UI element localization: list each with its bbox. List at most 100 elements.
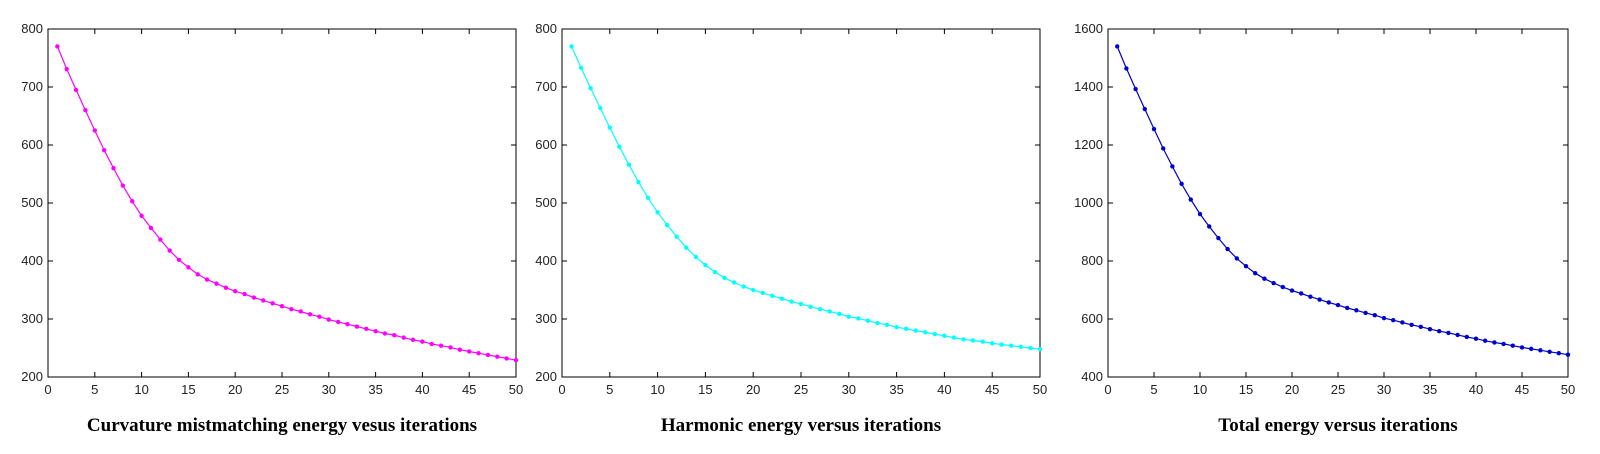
data-point [392, 333, 397, 338]
data-point [1317, 297, 1322, 302]
x-tick-label: 10 [134, 382, 148, 397]
y-tick-label: 500 [21, 195, 43, 210]
data-point [607, 125, 612, 130]
y-tick-label: 800 [21, 21, 43, 36]
data-point [1409, 322, 1414, 327]
data-point [1151, 126, 1157, 132]
data-point [289, 306, 294, 312]
data-point [1381, 315, 1387, 321]
data-point [1234, 256, 1240, 261]
data-point [476, 351, 481, 356]
data-point [1455, 332, 1460, 338]
data-point [513, 357, 519, 363]
data-point [195, 272, 200, 277]
data-point [817, 306, 823, 312]
data-point [354, 324, 360, 329]
chart-caption: Harmonic energy versus iterations [661, 415, 941, 436]
data-point [664, 222, 670, 228]
plot-frame [47, 28, 517, 378]
data-point [204, 277, 210, 282]
data-point [1538, 348, 1543, 353]
y-tick-label: 400 [1081, 369, 1103, 384]
data-point [703, 262, 708, 268]
data-point [148, 225, 154, 231]
data-point [1529, 346, 1534, 352]
data-point [1124, 66, 1129, 71]
data-point [617, 144, 622, 149]
x-tick-label: 30 [322, 382, 336, 397]
data-point [504, 356, 509, 361]
data-point [970, 338, 976, 343]
data-point [884, 322, 890, 327]
x-tick-label: 50 [1033, 382, 1047, 397]
x-tick-label: 30 [1377, 382, 1391, 397]
data-point [1547, 349, 1552, 354]
data-point [364, 326, 369, 332]
data-point [1271, 280, 1276, 286]
y-tick-label: 1000 [1074, 195, 1103, 210]
data-point [1437, 328, 1442, 334]
data-point [111, 166, 116, 171]
data-point [760, 290, 765, 296]
data-point [951, 335, 957, 340]
data-point [73, 87, 79, 93]
plot-frame [561, 28, 1041, 378]
data-point [214, 281, 219, 286]
data-point [1179, 181, 1184, 187]
data-point [674, 234, 679, 239]
x-tick-label: 20 [1285, 382, 1299, 397]
y-tick-label: 800 [1081, 253, 1103, 268]
data-point [251, 295, 257, 300]
data-point [1418, 324, 1424, 330]
x-tick-label: 50 [1561, 382, 1575, 397]
data-point [326, 317, 331, 322]
data-point [1262, 276, 1267, 281]
data-point [139, 213, 144, 218]
y-tick-label: 400 [21, 253, 43, 268]
data-point [961, 337, 966, 342]
y-tick-label: 600 [535, 137, 557, 152]
x-tick-label: 40 [415, 382, 429, 397]
x-tick-label: 20 [228, 382, 242, 397]
data-point [693, 254, 699, 260]
data-point [636, 179, 641, 185]
data-point [1115, 44, 1120, 49]
data-point [1446, 330, 1451, 336]
data-point [279, 304, 285, 309]
chart-2: 0 5 10 15 20 25 30 35 40 45 50 200 300 400 500 600 700 80… [535, 21, 1047, 436]
data-point [865, 318, 871, 323]
data-point [1464, 334, 1470, 340]
data-point [1501, 341, 1506, 347]
data-point [92, 128, 98, 133]
data-point [317, 314, 322, 319]
data-point [1400, 320, 1405, 325]
data-point [751, 287, 756, 293]
data-point [438, 343, 444, 348]
data-point [827, 309, 832, 314]
x-tick-label: 0 [1104, 382, 1111, 397]
data-point [1519, 345, 1525, 350]
data-point [569, 44, 574, 49]
data-point [1289, 288, 1295, 293]
x-tick-label: 5 [1150, 382, 1157, 397]
data-point [1308, 294, 1313, 299]
data-point [645, 195, 651, 200]
data-point [598, 105, 603, 111]
data-point [1225, 246, 1230, 252]
y-tick-label: 600 [21, 137, 43, 152]
data-point [1335, 302, 1341, 308]
y-tick-label: 1600 [1074, 21, 1103, 36]
data-point [410, 337, 416, 343]
data-point [1492, 340, 1497, 345]
y-tick-label: 300 [535, 311, 557, 326]
plot-frame [1107, 28, 1569, 378]
data-point [999, 342, 1004, 347]
data-point [722, 275, 727, 281]
data-point [770, 293, 775, 298]
data-point [626, 162, 632, 167]
x-tick-label: 15 [698, 382, 712, 397]
chart-1: 0 5 10 15 20 25 30 35 40 45 50 200 300 400 500 600 700 80… [21, 21, 523, 436]
data-point [1299, 291, 1304, 296]
data-point [176, 257, 182, 263]
y-tick-label: 300 [21, 311, 43, 326]
